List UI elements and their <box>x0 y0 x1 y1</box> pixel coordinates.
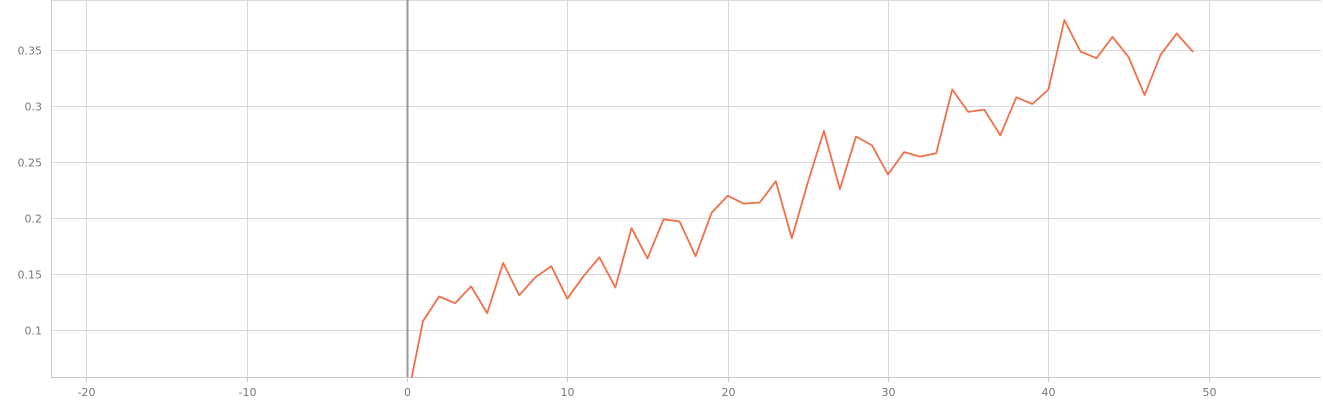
y-tick-label: 0.2 <box>25 213 43 226</box>
y-tick-label: 0.15 <box>18 269 43 282</box>
axes <box>51 0 1321 382</box>
x-tick-label: 50 <box>1203 386 1217 399</box>
x-tick-label: 40 <box>1042 386 1056 399</box>
series-line <box>410 19 1194 378</box>
x-tick-label: 30 <box>882 386 896 399</box>
series-layer <box>410 19 1194 378</box>
y-tick-label: 0.1 <box>25 325 43 338</box>
y-tick-label: 0.25 <box>18 157 43 170</box>
grid-lines <box>51 0 1321 377</box>
y-tick-label: 0.3 <box>25 101 43 114</box>
tick-labels: 0.1 0.15 0.2 0.25 0.3 0.35 -20 -10 0 10 20 30 40 50 <box>18 45 1217 400</box>
x-tick-label: 0 <box>404 386 411 399</box>
y-tick-label: 0.35 <box>18 45 43 58</box>
x-tick-label: -20 <box>78 386 96 399</box>
x-tick-label: 10 <box>561 386 575 399</box>
x-tick-label: -10 <box>239 386 257 399</box>
x-tick-label: 20 <box>722 386 736 399</box>
